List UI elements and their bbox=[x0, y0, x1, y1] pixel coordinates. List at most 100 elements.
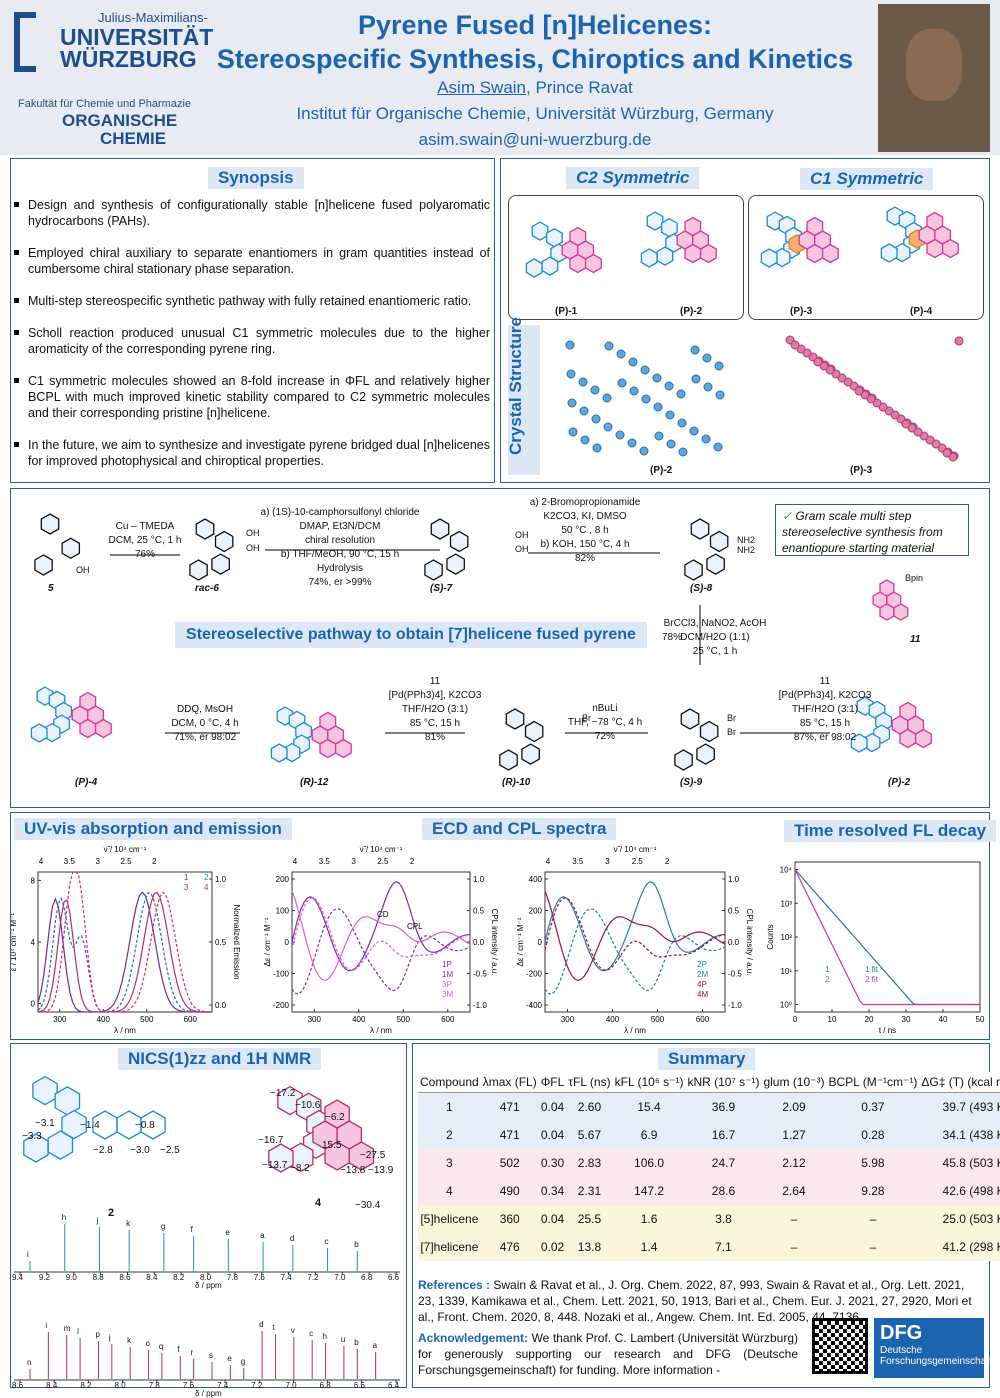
row: 1 471 0.04 2.60 15.4 36.9 2.09 0.37 39.7 (493 K) bbox=[418, 1092, 1000, 1121]
condition-line: b) THF/MeOH, 90 °C, 15 h bbox=[280, 549, 400, 560]
ppm-tick: 7.6 bbox=[253, 1273, 265, 1282]
curve bbox=[37, 892, 212, 1013]
top-tick-label: 3 bbox=[605, 857, 610, 866]
condition-line: THF/H2O (3:1) bbox=[401, 704, 469, 715]
faculty: ORGANISCHE bbox=[62, 111, 178, 130]
ppm-tick: 6.8 bbox=[319, 1381, 331, 1390]
y-axis-label: ε / 10⁴ cm⁻¹ M⁻¹ bbox=[9, 913, 18, 971]
cell: 0.04 bbox=[540, 1127, 565, 1142]
ring bbox=[211, 553, 230, 575]
compound-label: (P)-2 bbox=[650, 465, 673, 476]
atom bbox=[580, 435, 590, 445]
logo-mark bbox=[14, 12, 36, 72]
qr-code bbox=[812, 1318, 868, 1374]
ring bbox=[79, 691, 97, 712]
legend-entry: 2 fit bbox=[865, 975, 879, 984]
condition-line: nBuLi bbox=[592, 703, 618, 714]
peak-label: t bbox=[272, 1323, 275, 1332]
cell: 15.4 bbox=[637, 1099, 661, 1114]
peak-label: n bbox=[27, 1358, 32, 1367]
spectra-box bbox=[10, 812, 990, 1040]
bullet-dot bbox=[14, 442, 19, 447]
header-cell: BCPL (M⁻¹cm⁻¹) bbox=[828, 1075, 918, 1089]
ref-text: Swain & Ravat et al., J. Org. Chem. 2022… bbox=[418, 1278, 972, 1324]
y-tick-label: 100 bbox=[276, 907, 290, 916]
compound-label: (S)-8 bbox=[690, 583, 713, 594]
ppm-tick: 8.4 bbox=[146, 1273, 158, 1282]
y-tick-label: 10² bbox=[780, 933, 792, 942]
peak-label: d bbox=[289, 1234, 295, 1243]
x-tick-label: 300 bbox=[53, 1015, 67, 1024]
ppm-tick: 7.8 bbox=[148, 1381, 160, 1390]
authors: Asim Swain, Prince Ravat bbox=[200, 78, 870, 98]
ppm-tick: 7.0 bbox=[334, 1273, 346, 1282]
y2-tick-label: -1.0 bbox=[473, 1001, 487, 1010]
compound-label: (S)-7 bbox=[430, 583, 453, 594]
atom bbox=[603, 422, 613, 432]
legend-entry: 1 bbox=[184, 873, 189, 882]
nics-value: −2.8 bbox=[93, 1145, 113, 1156]
atom bbox=[617, 378, 627, 388]
compound-label: 5 bbox=[48, 583, 54, 594]
ring bbox=[879, 579, 895, 597]
curve bbox=[544, 897, 726, 971]
peak-label: h bbox=[61, 1213, 67, 1222]
bullet-dot bbox=[14, 378, 19, 383]
ring bbox=[525, 258, 543, 278]
header-cell: ΔG‡ (T) (kcal mol⁻¹) bbox=[921, 1075, 1000, 1089]
conditions: DDQ, MsOH DCM, 0 °C, 4 h 71%, er 98:02 bbox=[120, 703, 290, 745]
ppm-tick: 6.4 bbox=[388, 1381, 400, 1390]
cell: 360 bbox=[499, 1211, 520, 1226]
y-axis-label: Counts bbox=[766, 924, 775, 949]
cell: 3.8 bbox=[715, 1211, 732, 1226]
y2-tick-label: 0.5 bbox=[473, 907, 485, 916]
atom bbox=[654, 431, 664, 441]
y-tick-label: 0 bbox=[538, 938, 543, 947]
atom bbox=[676, 389, 686, 399]
section-title: C2 Symmetric bbox=[566, 167, 700, 189]
cell: 34.1 (438 K) bbox=[942, 1127, 1000, 1142]
ring bbox=[34, 554, 53, 576]
peak-label: a bbox=[372, 1341, 378, 1350]
ring bbox=[569, 253, 587, 274]
atom bbox=[628, 357, 638, 367]
ring bbox=[569, 226, 587, 247]
atom bbox=[616, 349, 626, 359]
ppm-tick: 8.0 bbox=[114, 1381, 126, 1390]
atom bbox=[790, 340, 800, 350]
ring bbox=[706, 553, 725, 575]
ring bbox=[446, 553, 465, 575]
curve bbox=[291, 890, 471, 982]
ring bbox=[640, 248, 658, 268]
y-tick-label: 0 bbox=[31, 1000, 36, 1009]
ring bbox=[214, 530, 234, 553]
x-tick-label: 300 bbox=[308, 1015, 322, 1024]
y-tick-label: 200 bbox=[276, 875, 290, 884]
nics-value: −30.4 bbox=[355, 1200, 381, 1211]
peak-label: e bbox=[225, 1228, 230, 1237]
group-label: Bpin bbox=[905, 573, 924, 583]
compound-label: (P)-1 bbox=[555, 306, 578, 317]
ppm-tick: 6.6 bbox=[353, 1381, 365, 1390]
cell: 36.9 bbox=[711, 1099, 736, 1114]
ack-label: Acknowledgement: bbox=[418, 1331, 529, 1345]
peak-label: s bbox=[209, 1351, 213, 1360]
curve bbox=[544, 890, 726, 982]
section-title: ECD and CPL spectra bbox=[422, 818, 617, 840]
conditions: 78% BrCCl3, NaNO2, AcOH DCM/H2O (1:1) 25 °C… bbox=[640, 617, 790, 659]
legend-entry: 3 bbox=[184, 883, 189, 892]
header-cell: ΦFL bbox=[540, 1075, 565, 1089]
peak-label: u bbox=[340, 1335, 346, 1344]
cell: 25.5 bbox=[577, 1211, 602, 1226]
atom bbox=[714, 361, 724, 371]
summary-box bbox=[412, 1043, 990, 1388]
nics-value: −8.2 bbox=[290, 1163, 310, 1174]
nics-value: −16.7 bbox=[258, 1135, 284, 1146]
section-title: C1 Symmetric bbox=[800, 168, 934, 190]
peak-label: i bbox=[45, 1321, 48, 1330]
bullet-text: Scholl reaction produced unusual C1 symm… bbox=[28, 326, 490, 356]
cell: 0.30 bbox=[540, 1155, 565, 1170]
conditions: a) 2-Bromopropionamide K2CO3, KI, DMSO 50 … bbox=[500, 496, 670, 566]
curve bbox=[37, 871, 213, 1013]
atom bbox=[615, 430, 625, 440]
